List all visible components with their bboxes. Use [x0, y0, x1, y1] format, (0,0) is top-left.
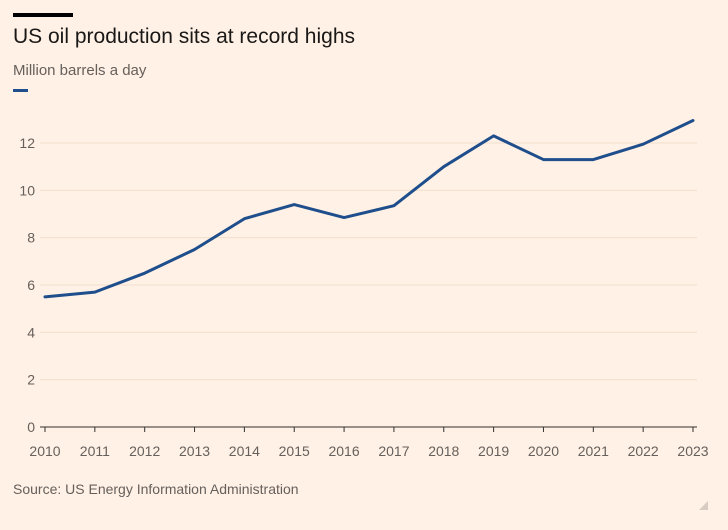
legend-swatch: [13, 89, 28, 92]
series-line: [43, 119, 695, 299]
x-tick-label: 2021: [578, 443, 609, 459]
y-tick-label: 8: [27, 230, 35, 246]
x-tick-label: 2019: [478, 443, 509, 459]
x-tick-label: 2022: [628, 443, 659, 459]
x-tick-label: 2010: [29, 443, 60, 459]
y-tick-label: 2: [27, 372, 35, 388]
x-tick-label: 2016: [328, 443, 359, 459]
brand-bar: [13, 13, 73, 17]
x-tick-label: 2017: [378, 443, 409, 459]
chart-title: US oil production sits at record highs: [13, 25, 355, 48]
x-tick-label: 2013: [179, 443, 210, 459]
x-tick-label: 2018: [428, 443, 459, 459]
y-tick-label: 12: [19, 135, 35, 151]
chart-subtitle: Million barrels a day: [13, 62, 147, 79]
y-tick-label: 6: [27, 277, 35, 293]
source-note: Source: US Energy Information Administra…: [13, 481, 299, 497]
y-tick-label: 4: [27, 324, 35, 340]
x-tick-label: 2020: [528, 443, 559, 459]
y-tick-label: 0: [27, 419, 35, 435]
x-tick-label: 2014: [229, 443, 260, 459]
resize-corner-icon: [699, 501, 708, 510]
x-tick-label: 2023: [677, 443, 708, 459]
y-tick-label: 10: [19, 182, 35, 198]
x-tick-label: 2012: [129, 443, 160, 459]
x-tick-label: 2011: [80, 443, 110, 459]
x-tick-label: 2015: [279, 443, 310, 459]
